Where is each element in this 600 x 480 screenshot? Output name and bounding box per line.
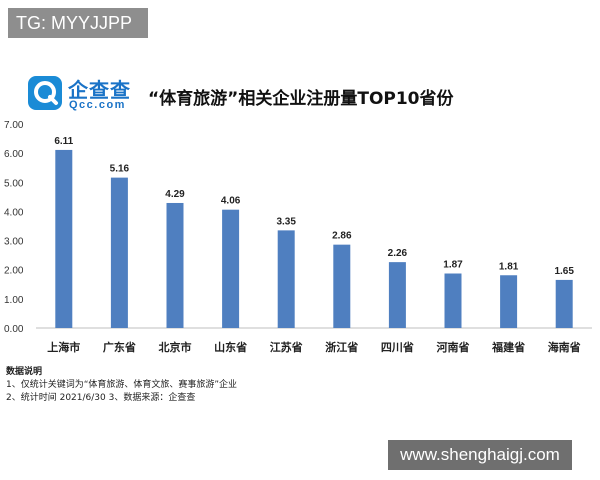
logo-cn-text: 企查查 [68, 78, 131, 102]
logo-en-text: Qcc.com [69, 99, 126, 111]
bar-海南省 [555, 279, 573, 328]
data-label: 4.06 [221, 196, 241, 207]
bar-福建省 [500, 275, 518, 328]
chart-title: “体育旅游”相关企业注册量TOP10省份 [148, 89, 454, 109]
data-label: 2.26 [388, 248, 408, 259]
x-tick-label: 广东省 [103, 340, 136, 354]
watermark: www.shenghaigj.com [388, 440, 572, 470]
x-tick-label: 四川省 [381, 340, 414, 354]
notes-line-2: 2、统计时间 2021/6/30 3、数据来源：企查查 [6, 393, 196, 403]
data-label: 2.86 [332, 231, 352, 242]
y-tick-label: 6.00 [4, 149, 24, 160]
data-label: 5.16 [110, 164, 130, 175]
y-tick-label: 3.00 [4, 237, 24, 248]
x-tick-label: 河南省 [437, 340, 470, 354]
notes-line-1: 1、仅统计关键词为“体育旅游、体育文旅、赛事旅游”企业 [6, 380, 238, 390]
data-label: 4.29 [165, 189, 185, 200]
bar-四川省 [388, 262, 406, 328]
qcc-logo: 企查查 Qcc.com [28, 76, 138, 114]
x-tick-label: 海南省 [548, 340, 581, 354]
overlay-tag: TG: MYYJJPP [8, 8, 148, 38]
y-tick-label: 0.00 [4, 324, 24, 335]
bar-北京市 [166, 202, 184, 328]
x-tick-label: 山东省 [214, 340, 247, 354]
qcc-logo-icon [28, 76, 62, 110]
data-label: 6.11 [54, 136, 73, 147]
bar-上海市 [55, 149, 73, 328]
y-tick-label: 1.00 [4, 295, 24, 306]
y-tick-label: 7.00 [4, 120, 24, 131]
data-label: 1.65 [554, 266, 574, 277]
x-tick-label: 上海市 [47, 340, 80, 354]
data-label: 3.35 [276, 216, 296, 227]
bar-广东省 [110, 177, 128, 328]
data-label: 1.81 [499, 261, 519, 272]
notes-title: 数据说明 [6, 367, 43, 377]
x-tick-label: 浙江省 [325, 340, 358, 354]
bar-chart: 0.00 1.00 2.00 3.00 4.00 5.00 6.00 7.00 6.11 上海市 5… [4, 120, 592, 354]
x-tick-label: 江苏省 [270, 340, 303, 354]
bar-江苏省 [277, 230, 295, 328]
x-tick-label: 福建省 [491, 340, 525, 354]
bar-浙江省 [333, 244, 351, 328]
bar-河南省 [444, 273, 462, 328]
y-tick-label: 5.00 [4, 178, 24, 189]
data-notes: 数据说明 1、仅统计关键词为“体育旅游、体育文旅、赛事旅游”企业 2、统计时间 … [6, 366, 237, 405]
y-tick-label: 4.00 [4, 207, 24, 218]
data-label: 1.87 [443, 260, 463, 271]
x-tick-label: 北京市 [159, 340, 192, 354]
y-tick-label: 2.00 [4, 266, 24, 277]
bar-山东省 [222, 209, 240, 328]
